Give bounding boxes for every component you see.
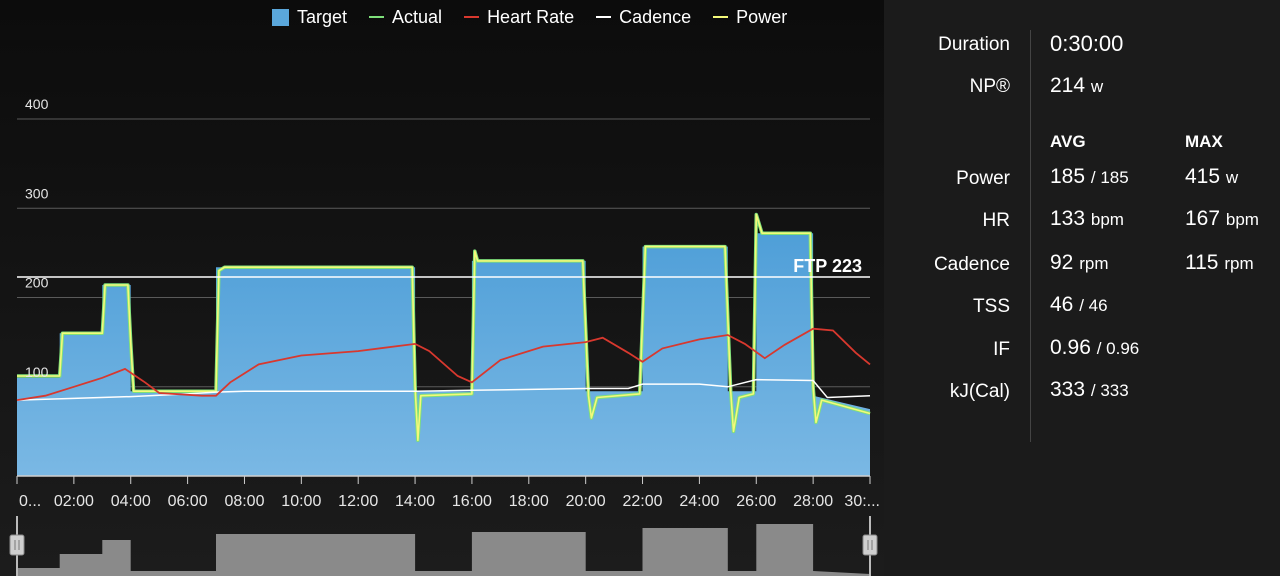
hr-max-value: 167 bbox=[1185, 207, 1221, 230]
stats-divider bbox=[1030, 30, 1031, 442]
x-tick-label: 0... bbox=[19, 493, 41, 510]
legend-target[interactable]: Target bbox=[272, 7, 347, 28]
hr-label: HR bbox=[982, 210, 1010, 231]
y-tick-label: 300 bbox=[25, 185, 49, 201]
power-max-unit: w bbox=[1225, 168, 1239, 187]
target-swatch-icon bbox=[272, 8, 289, 26]
tss-avg: 46 / 46 bbox=[1050, 293, 1108, 317]
navigator-left-handle[interactable] bbox=[9, 534, 25, 556]
cadence-avg-value: 92 bbox=[1050, 251, 1074, 274]
hr-avg: 133 bpm bbox=[1050, 207, 1124, 231]
max-header: MAX bbox=[1185, 132, 1223, 151]
power-avg-value: 185 bbox=[1050, 165, 1086, 188]
cadence-label: Cadence bbox=[933, 254, 1010, 275]
x-tick-label: 20:00 bbox=[566, 493, 606, 510]
x-tick-label: 12:00 bbox=[338, 493, 378, 510]
y-tick-label: 200 bbox=[25, 275, 49, 291]
y-tick-label: 100 bbox=[25, 364, 49, 380]
x-tick-label: 22:00 bbox=[623, 493, 663, 510]
power-line bbox=[17, 213, 871, 442]
legend-heart-rate[interactable]: Heart Rate bbox=[464, 7, 574, 28]
workout-chart[interactable]: FTP 223 100 200 300 400 0... 02:00 04:00 06:00 08… bbox=[0, 0, 884, 576]
legend-heart-rate-label: Heart Rate bbox=[487, 6, 575, 27]
x-tick-label: 08:00 bbox=[224, 493, 264, 510]
x-tick-label: 06:00 bbox=[168, 493, 208, 510]
cadence-max: 115 rpm bbox=[1185, 251, 1254, 275]
legend-actual-label: Actual bbox=[392, 6, 443, 27]
legend-target-label: Target bbox=[297, 6, 348, 27]
target-area bbox=[17, 233, 870, 476]
legend-power[interactable]: Power bbox=[713, 7, 787, 28]
x-tick-label: 14:00 bbox=[395, 493, 435, 510]
x-tick-label: 28:00 bbox=[793, 493, 833, 510]
hr-max-unit: bpm bbox=[1225, 210, 1259, 229]
hr-avg-value: 133 bbox=[1050, 207, 1086, 230]
y-tick-label: 400 bbox=[25, 96, 49, 112]
power-label: Power bbox=[956, 168, 1010, 189]
actual-swatch-icon bbox=[369, 16, 385, 18]
chart-legend: Target Actual Heart Rate Cadence Power bbox=[272, 5, 787, 29]
legend-actual[interactable]: Actual bbox=[369, 7, 442, 28]
tss-label: TSS bbox=[973, 296, 1010, 317]
cadence-avg-sub: rpm bbox=[1079, 254, 1109, 273]
x-tick-label: 26:00 bbox=[736, 493, 776, 510]
heart-rate-swatch-icon bbox=[464, 16, 480, 18]
legend-cadence-label: Cadence bbox=[619, 6, 692, 27]
if-avg-value: 0.96 bbox=[1050, 336, 1091, 359]
duration-label: Duration bbox=[938, 34, 1010, 55]
legend-power-label: Power bbox=[736, 6, 788, 27]
if-avg-sub: / 0.96 bbox=[1096, 339, 1140, 358]
x-tick-label: 18:00 bbox=[509, 493, 549, 510]
heart-rate-line bbox=[16, 327, 871, 401]
kj-avg: 333 / 333 bbox=[1050, 378, 1129, 402]
np-label: NP® bbox=[969, 76, 1010, 97]
avg-header: AVG bbox=[1050, 132, 1086, 151]
navigator-profile bbox=[17, 524, 870, 576]
duration-value: 0:30:00 bbox=[1050, 31, 1124, 56]
navigator-right-handle[interactable] bbox=[862, 534, 878, 556]
x-tick-label: 30:... bbox=[844, 493, 880, 510]
np-unit: w bbox=[1090, 77, 1104, 96]
ftp-label: FTP 223 bbox=[793, 256, 862, 276]
cadence-max-value: 115 bbox=[1185, 251, 1219, 274]
cadence-swatch-icon bbox=[596, 16, 612, 18]
stats-panel: Duration 0:30:00 NP® 214 w AVG MAX Power… bbox=[884, 0, 1280, 576]
chart-panel: Target Actual Heart Rate Cadence Power F… bbox=[0, 0, 884, 576]
x-tick-label: 10:00 bbox=[281, 493, 321, 510]
legend-cadence[interactable]: Cadence bbox=[596, 7, 691, 28]
power-max: 415 w bbox=[1185, 165, 1238, 189]
x-tick-label: 24:00 bbox=[679, 493, 719, 510]
hr-avg-sub: bpm bbox=[1090, 210, 1124, 229]
tss-avg-value: 46 bbox=[1050, 293, 1074, 316]
cadence-avg: 92 rpm bbox=[1050, 251, 1108, 275]
if-avg: 0.96 / 0.96 bbox=[1050, 336, 1139, 360]
if-label: IF bbox=[993, 339, 1010, 360]
x-tick-label: 02:00 bbox=[54, 493, 94, 510]
kj-label: kJ(Cal) bbox=[949, 381, 1010, 402]
power-max-value: 415 bbox=[1185, 165, 1221, 188]
kj-avg-value: 333 bbox=[1050, 378, 1086, 401]
power-avg: 185 / 185 bbox=[1050, 165, 1129, 189]
x-tick-label: 04:00 bbox=[111, 493, 151, 510]
power-avg-sub: / 185 bbox=[1090, 168, 1129, 187]
np-value-group: 214 w bbox=[1050, 74, 1103, 98]
cadence-max-unit: rpm bbox=[1224, 254, 1254, 273]
np-value: 214 bbox=[1050, 74, 1086, 97]
x-tick-label: 16:00 bbox=[452, 493, 492, 510]
power-swatch-icon bbox=[713, 16, 729, 18]
kj-avg-sub: / 333 bbox=[1090, 381, 1129, 400]
hr-max: 167 bpm bbox=[1185, 207, 1259, 231]
tss-avg-sub: / 46 bbox=[1079, 296, 1108, 315]
